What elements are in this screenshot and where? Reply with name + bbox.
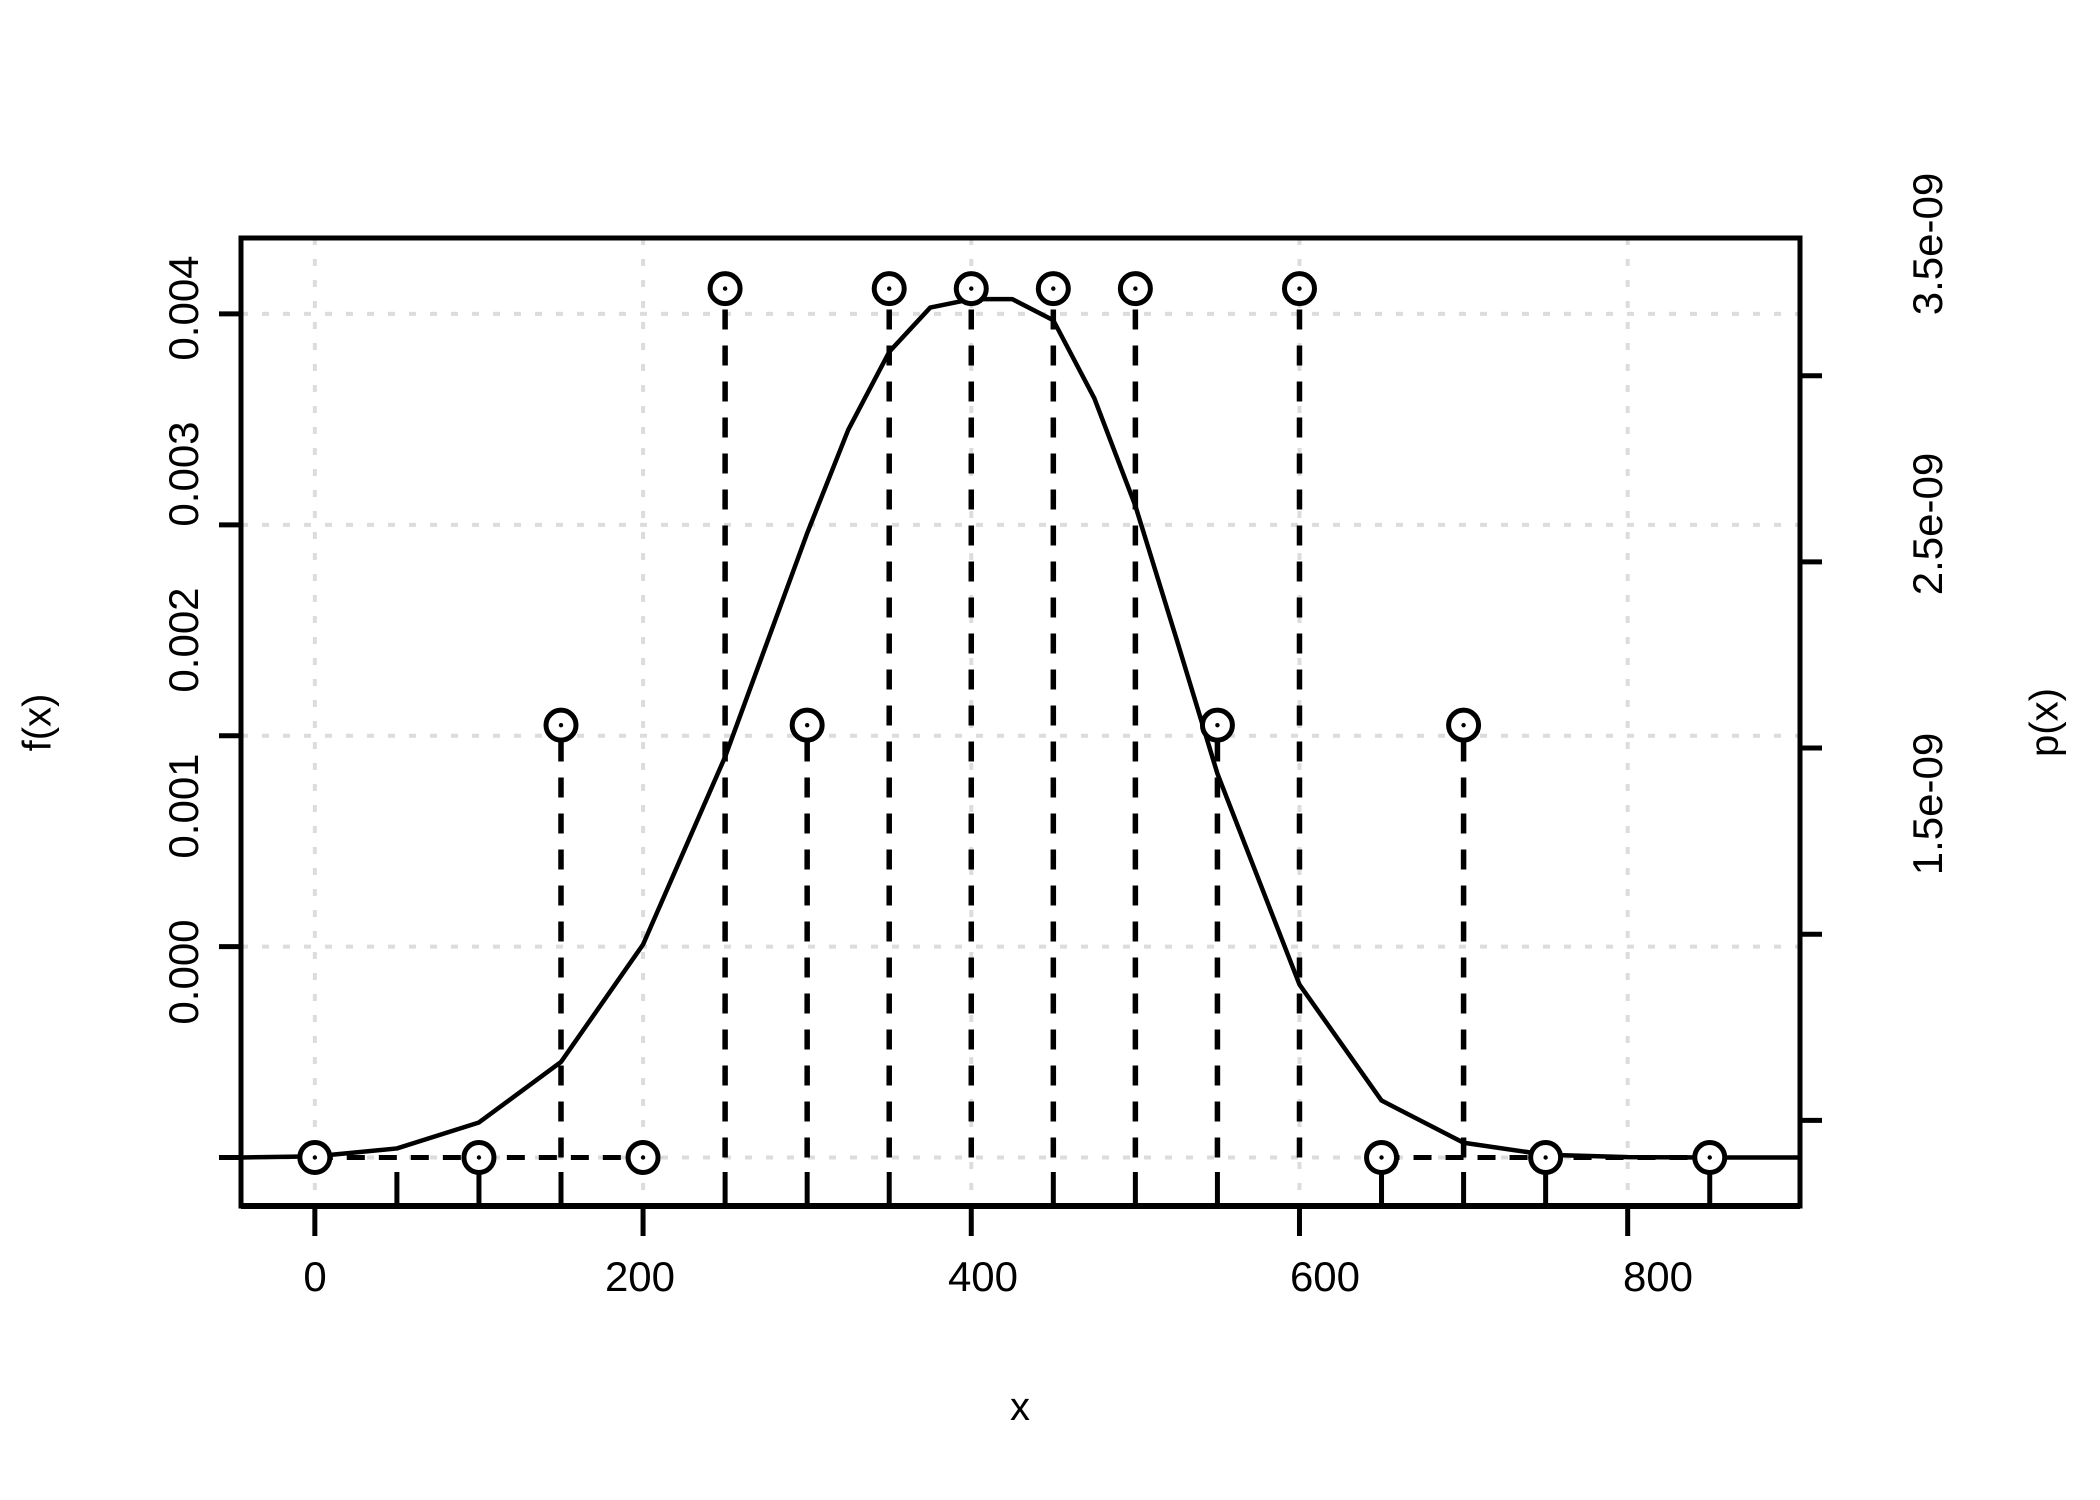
stem-lines	[314, 304, 1710, 1160]
x-tick-label-0: 0	[303, 1253, 327, 1300]
x-tick-label-800: 800	[1622, 1253, 1694, 1300]
left-axis-ticks	[219, 238, 244, 1206]
right-axis-ticks	[1797, 238, 1822, 1206]
y-axis-title: f(x)	[15, 693, 60, 752]
data-point-markers	[297, 271, 1728, 1175]
plot-frame	[238, 235, 1803, 1209]
x-tick-label-200: 200	[604, 1253, 676, 1300]
x-axis-title: x	[1010, 1385, 1030, 1429]
right-tick-label-15e09: 1.5e-09	[1904, 732, 1951, 876]
horizontal-gridlines	[241, 311, 1800, 1160]
x-tick-label-600: 600	[1289, 1253, 1361, 1300]
y2-axis-title: p(x)	[2022, 688, 2067, 757]
density-curve	[240, 296, 1801, 1160]
bottom-axis-ticks	[241, 1172, 1800, 1236]
right-tick-label-25e09: 2.5e-09	[1904, 452, 1951, 596]
left-tick-label-0000: 0.000	[160, 919, 207, 1025]
x-tick-label-400: 400	[947, 1253, 1019, 1300]
right-tick-label-35e09: 3.5e-09	[1904, 172, 1951, 316]
